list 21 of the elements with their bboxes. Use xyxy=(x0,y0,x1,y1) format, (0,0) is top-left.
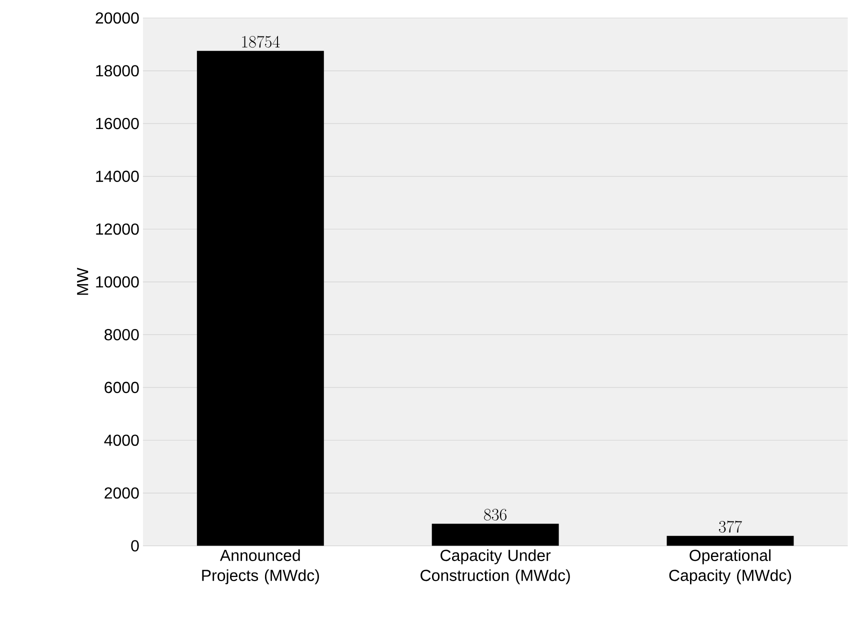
y-tick-label: 20000 xyxy=(96,12,139,24)
x-tick-label: Announced Projects (MWdc) xyxy=(202,549,319,584)
data-label: 377 xyxy=(718,520,742,533)
y-axis-title: MW xyxy=(77,268,88,295)
y-tick-label: 16000 xyxy=(96,118,139,130)
y-tick-label: 4000 xyxy=(104,434,139,446)
y-tick-label: 10000 xyxy=(96,276,139,288)
bar xyxy=(432,524,559,546)
bar xyxy=(196,50,324,546)
y-tick-label: 0 xyxy=(131,540,139,552)
y-tick-label: 8000 xyxy=(104,329,139,340)
data-label: 18754 xyxy=(242,36,280,48)
bar xyxy=(666,536,794,546)
y-tick-label: 2000 xyxy=(104,487,139,499)
y-tick-label: 6000 xyxy=(104,382,139,394)
x-tick-label: Operational Capacity (MWdc) xyxy=(669,549,792,584)
y-tick-label: 18000 xyxy=(96,65,139,77)
x-tick-label: Capacity Under Construction (MWdc) xyxy=(420,549,570,584)
data-label: 836 xyxy=(484,508,506,521)
y-tick-label: 14000 xyxy=(96,170,139,182)
y-tick-label: 12000 xyxy=(96,224,139,235)
